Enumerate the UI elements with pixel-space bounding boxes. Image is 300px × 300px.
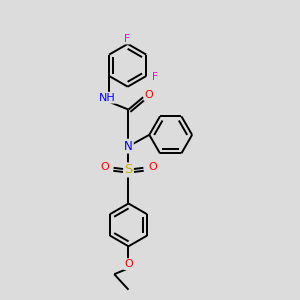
Text: O: O [144, 90, 153, 100]
Text: O: O [124, 259, 133, 269]
Text: F: F [152, 73, 158, 82]
Text: O: O [148, 162, 157, 172]
Text: S: S [124, 164, 133, 176]
Text: N: N [124, 140, 133, 153]
Text: O: O [100, 162, 109, 172]
Text: NH: NH [99, 93, 116, 103]
Text: F: F [124, 34, 130, 44]
